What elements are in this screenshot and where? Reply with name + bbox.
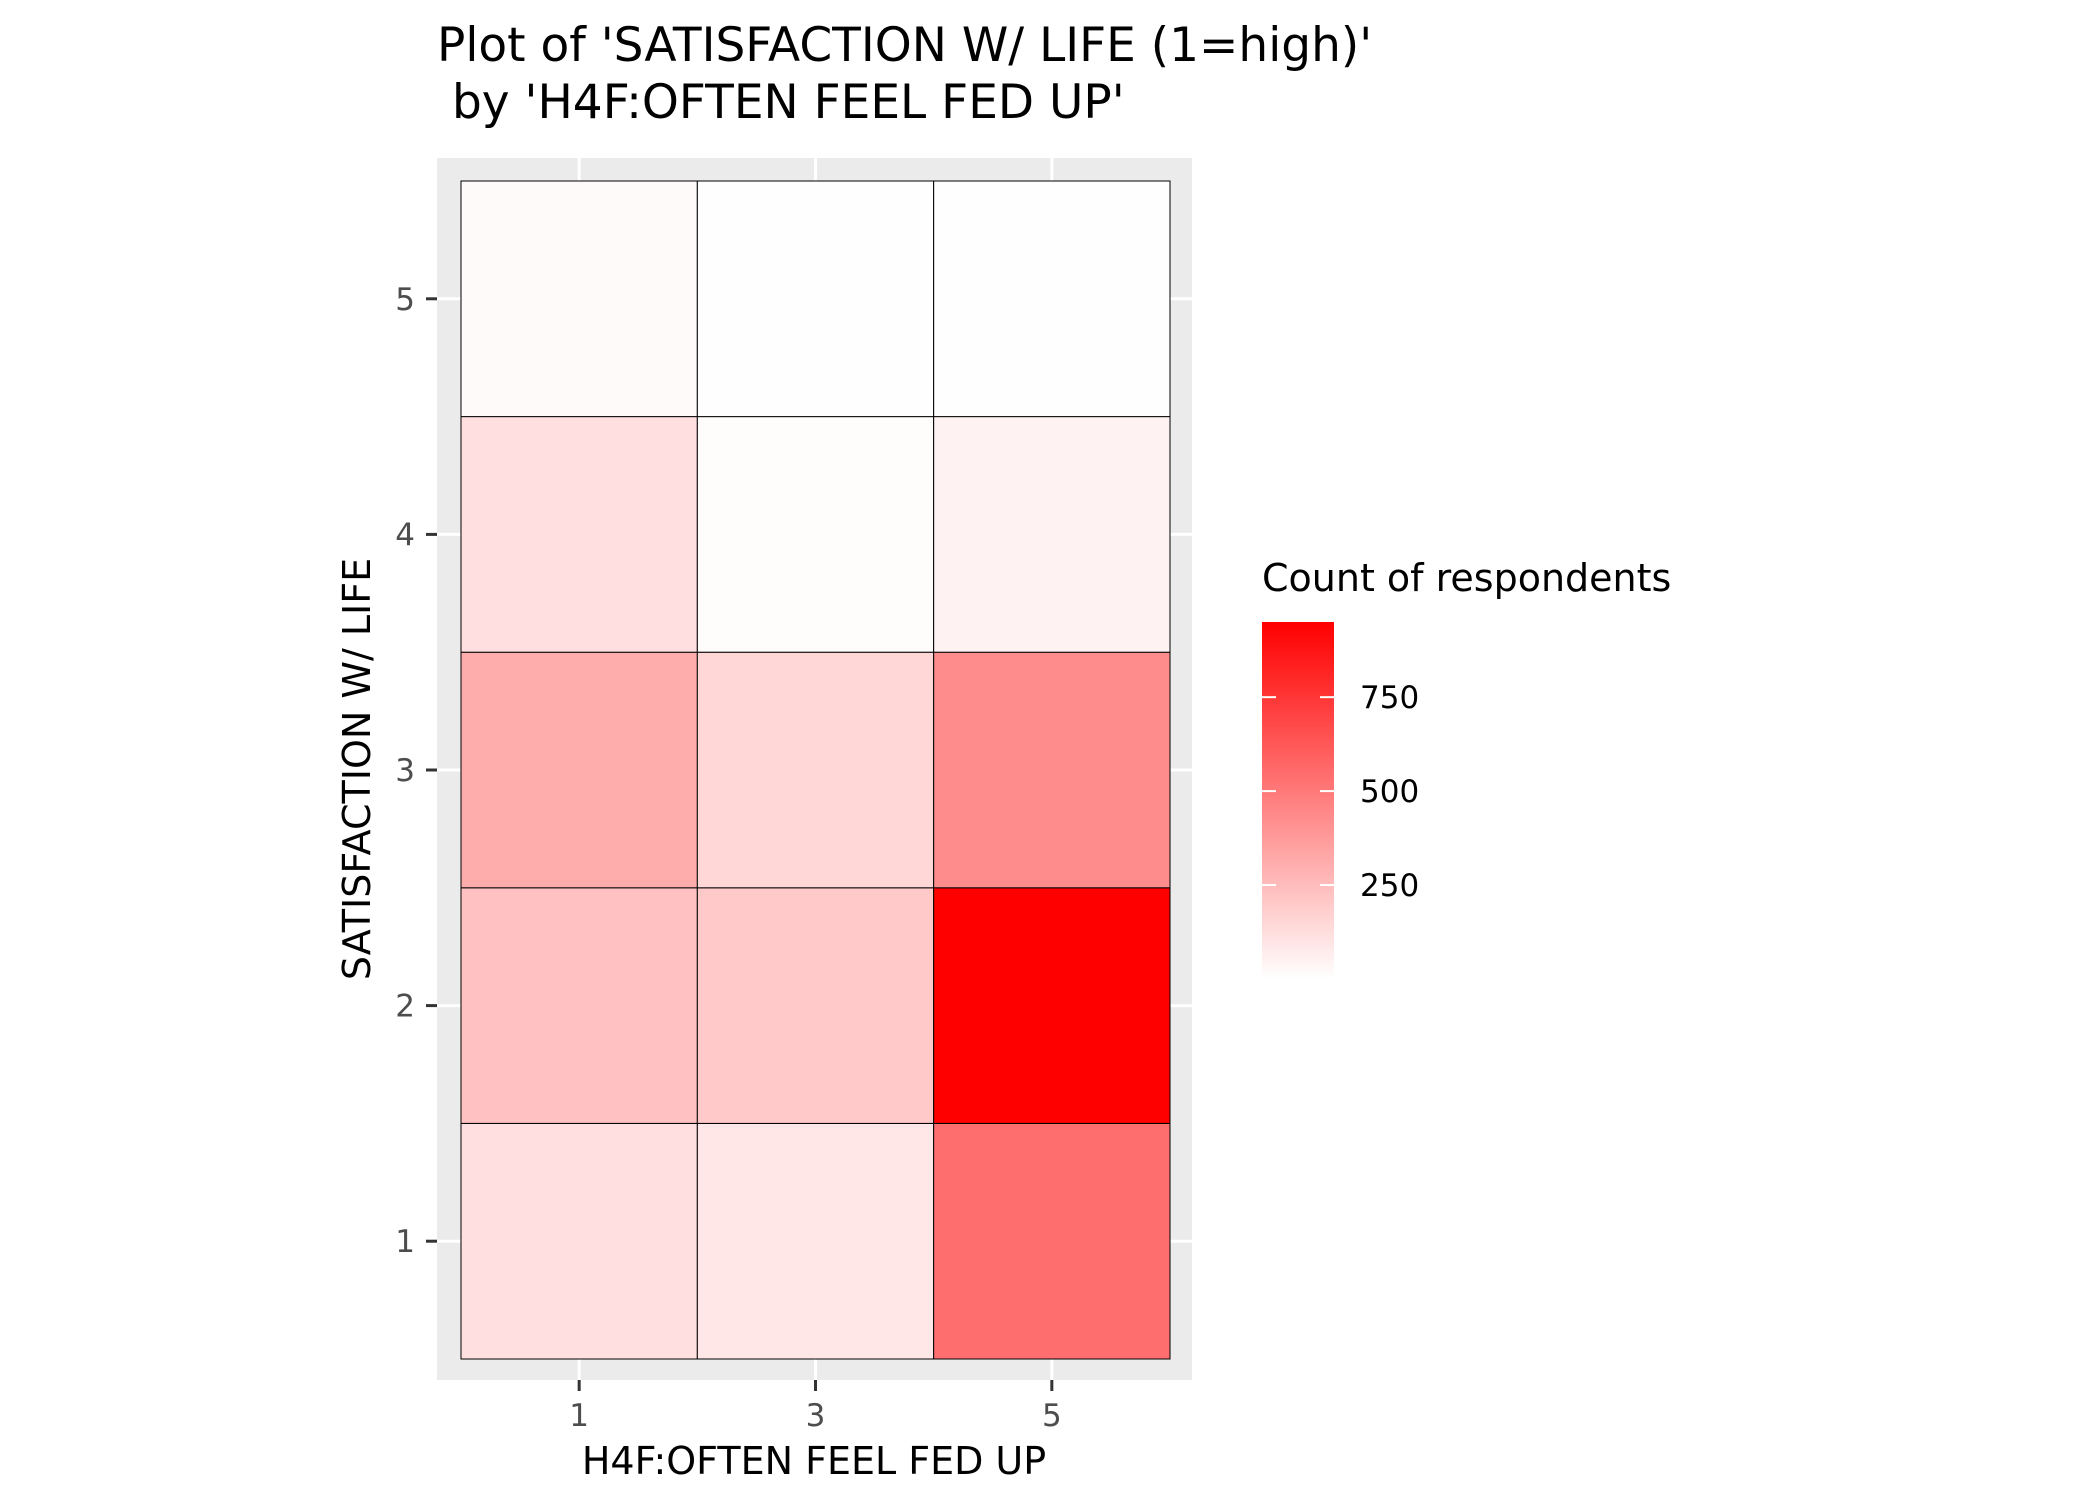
heatmap-cell: [460, 1122, 698, 1360]
heatmap-cell: [696, 180, 935, 418]
y-axis: 1 2 3 4 5: [395, 282, 437, 1260]
x-tick-label: 1: [569, 1398, 589, 1434]
heatmap-cell: [933, 887, 1171, 1124]
heatmap-cell: [460, 416, 698, 653]
legend-ticks: 250 500 750: [1262, 680, 1419, 904]
legend-title: Count of respondents: [1262, 556, 1671, 600]
heatmap-cell: [933, 416, 1171, 653]
heatmap-cell: [460, 887, 698, 1124]
x-axis: 1 3 5: [569, 1380, 1062, 1434]
legend-tick-label: 500: [1360, 774, 1419, 810]
y-tick-label: 2: [395, 989, 415, 1025]
legend-tick-label: 250: [1360, 868, 1419, 904]
y-axis-title: SATISFACTION W/ LIFE: [335, 558, 379, 980]
x-axis-title: H4F:OFTEN FEEL FED UP: [582, 1439, 1046, 1483]
y-tick-label: 4: [395, 517, 415, 553]
chart-title-line1: Plot of 'SATISFACTION W/ LIFE (1=high)': [437, 18, 1372, 73]
y-tick-label: 1: [395, 1224, 415, 1260]
heatmap-cell: [696, 1122, 935, 1360]
chart-title-line2: by 'H4F:OFTEN FEEL FED UP': [437, 75, 1125, 130]
y-tick-label: 5: [395, 282, 415, 318]
legend-colorbar: [1262, 622, 1334, 979]
heatmap-cell: [460, 180, 698, 418]
heatmap-cell: [933, 1122, 1171, 1360]
legend-tick-label: 750: [1360, 680, 1419, 716]
heatmap-cells: [460, 180, 1171, 1360]
y-tick-label: 3: [395, 753, 415, 789]
heatmap-cell: [933, 180, 1171, 418]
heatmap-cell: [460, 651, 698, 889]
x-tick-label: 3: [806, 1398, 826, 1434]
heatmap-cell: [696, 887, 935, 1124]
heatmap-cell: [696, 416, 935, 653]
heatmap-cell: [696, 651, 935, 889]
heatmap-cell: [933, 651, 1171, 889]
x-tick-label: 5: [1042, 1398, 1062, 1434]
